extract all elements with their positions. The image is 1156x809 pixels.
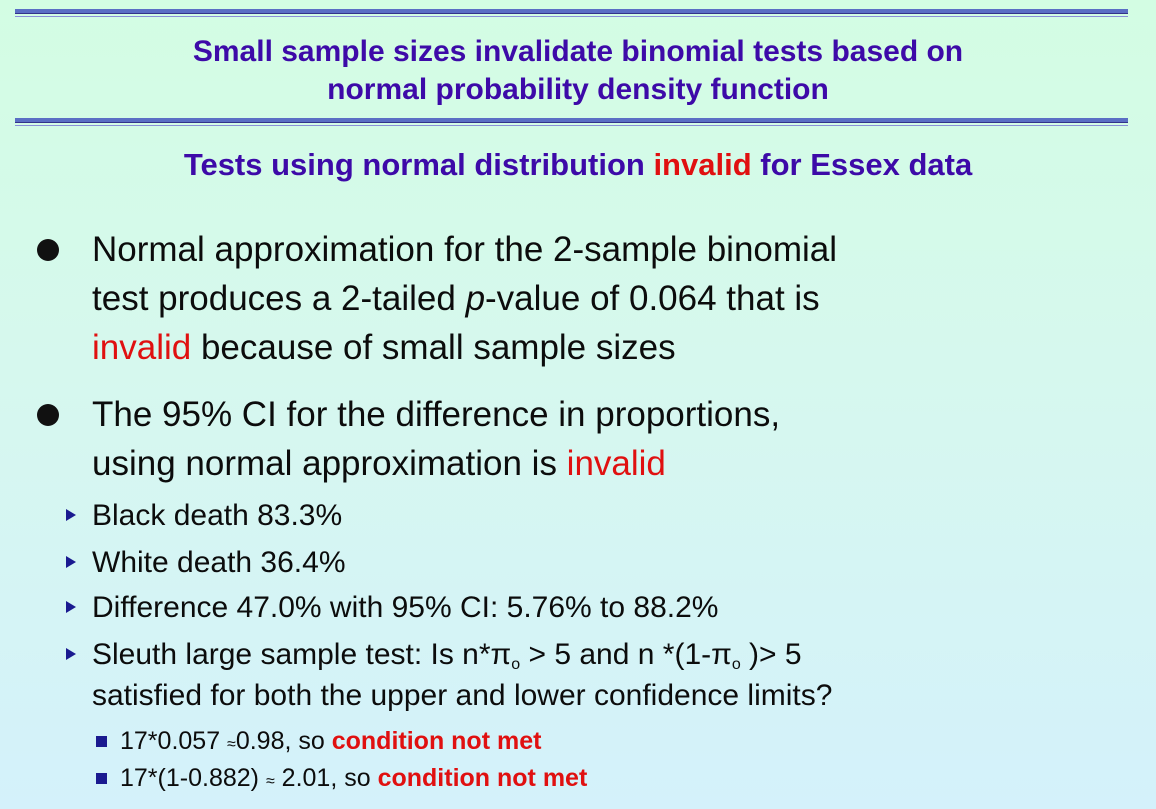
approx-symbol: ≈ <box>265 773 275 790</box>
triangle-bullet-icon <box>66 601 76 613</box>
bullet-1-highlight: invalid <box>92 328 192 367</box>
check-1-result: condition not met <box>331 727 542 755</box>
top-rule <box>15 9 1128 17</box>
check-2-result: condition not met <box>377 764 588 792</box>
triangle-bullet-icon <box>66 556 76 568</box>
bullet-dot-icon <box>37 404 59 426</box>
bullet-2: The 95% CI for the difference in proport… <box>92 395 781 483</box>
title-line-2: normal probability density function <box>327 73 829 106</box>
sub-item-difference: Difference 47.0% with 95% CI: 5.76% to 8… <box>92 591 719 624</box>
square-bullet-icon <box>96 736 107 747</box>
slide-title: Small sample sizes invalidate binomial t… <box>0 33 1156 109</box>
subtitle-highlight: invalid <box>653 147 752 182</box>
bullet-dot-icon <box>37 239 59 261</box>
sub-item-black-death: Black death 83.3% <box>92 499 343 532</box>
triangle-bullet-icon <box>66 509 76 521</box>
triangle-bullet-icon <box>66 648 76 660</box>
title-line-1: Small sample sizes invalidate binomial t… <box>192 35 964 68</box>
sub-item-sleuth-test: Sleuth large sample test: Is n*πo > 5 an… <box>92 638 833 712</box>
sub-item-white-death: White death 36.4% <box>92 546 346 579</box>
bullet-1: Normal approximation for the 2-sample bi… <box>92 230 838 367</box>
slide-subtitle: Tests using normal distribution invalid … <box>183 147 973 182</box>
check-1: 17*0.057 ≈0.98, so condition not met <box>120 727 542 755</box>
square-bullet-icon <box>96 773 107 784</box>
middle-rule <box>15 118 1128 126</box>
approx-symbol: ≈ <box>227 736 236 753</box>
check-2: 17*(1-0.882) ≈ 2.01, so condition not me… <box>120 764 588 792</box>
bullet-2-highlight: invalid <box>566 444 666 483</box>
